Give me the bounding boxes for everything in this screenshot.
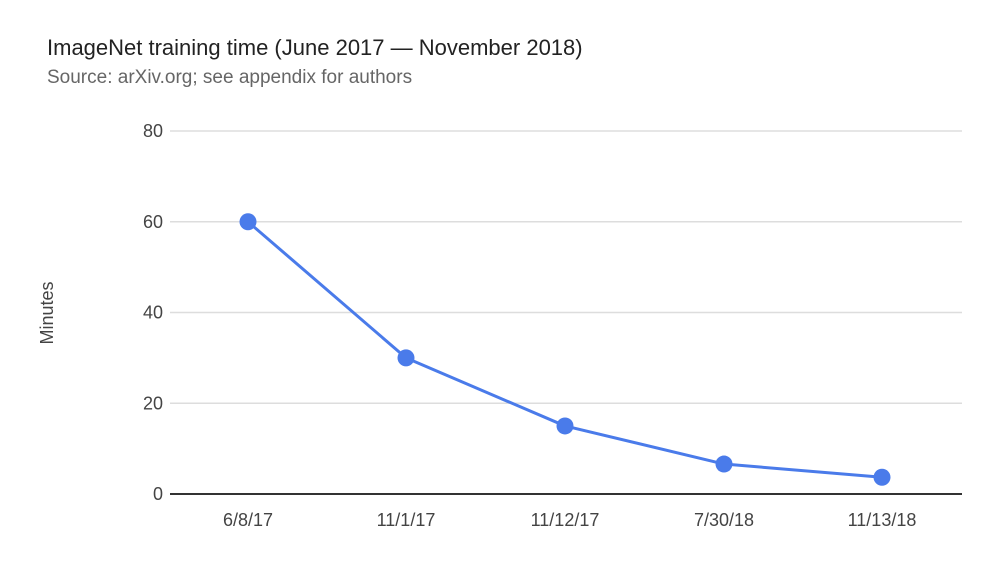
x-tick-label: 11/1/17 <box>377 510 436 530</box>
y-tick-label: 60 <box>143 212 163 232</box>
data-point[interactable] <box>873 468 891 486</box>
chart-title: ImageNet training time (June 2017 — Nove… <box>47 35 583 60</box>
x-tick-label: 7/30/18 <box>694 510 754 530</box>
y-tick-label: 20 <box>143 393 163 413</box>
data-point[interactable] <box>556 417 574 435</box>
x-tick-label: 11/12/17 <box>531 510 600 530</box>
y-tick-label: 40 <box>143 303 163 323</box>
x-axis-ticks: 6/8/17 11/1/17 11/12/17 7/30/18 11/13/18 <box>223 510 916 530</box>
data-point[interactable] <box>239 213 257 231</box>
x-tick-label: 6/8/17 <box>223 510 273 530</box>
y-tick-label: 0 <box>153 484 163 504</box>
series-line <box>247 220 883 479</box>
y-axis-ticks: 0 20 40 60 80 <box>143 121 163 504</box>
x-tick-label: 11/13/18 <box>848 510 917 530</box>
series-layer <box>239 213 891 486</box>
data-point[interactable] <box>715 455 733 473</box>
gridlines <box>170 130 962 495</box>
y-axis-title: Minutes <box>37 281 57 344</box>
y-tick-label: 80 <box>143 121 163 141</box>
chart-subtitle: Source: arXiv.org; see appendix for auth… <box>47 67 412 88</box>
data-point[interactable] <box>397 349 415 367</box>
